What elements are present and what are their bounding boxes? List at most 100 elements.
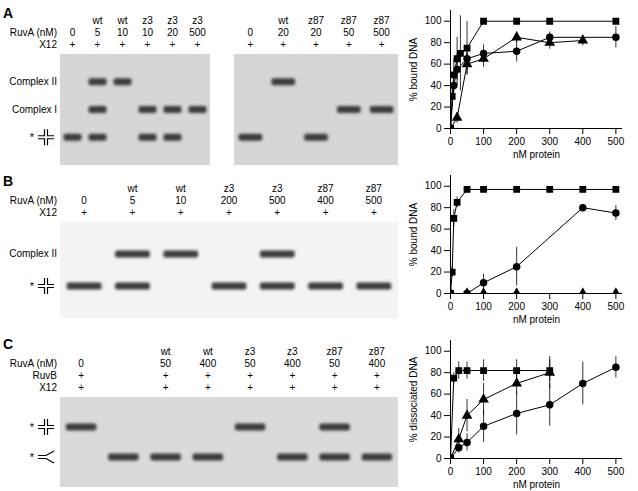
svg-text:80: 80 [430,202,442,213]
svg-text:50: 50 [343,27,355,38]
svg-text:z3: z3 [167,15,178,26]
svg-text:+: + [323,207,329,218]
svg-text:X12: X12 [39,382,57,393]
svg-text:z87: z87 [327,346,344,357]
svg-text:200: 200 [221,195,238,206]
svg-text:0: 0 [448,136,454,147]
svg-text:+: + [371,207,377,218]
svg-text:10: 10 [175,195,187,206]
svg-text:+: + [313,39,319,50]
svg-text:40: 40 [430,245,442,256]
svg-text:+: + [78,370,84,381]
svg-text:20: 20 [310,27,322,38]
svg-text:500: 500 [366,195,383,206]
svg-text:+: + [145,39,151,50]
svg-text:*: * [30,451,35,463]
svg-text:+: + [205,370,211,381]
svg-text:*: * [30,421,35,433]
svg-text:0: 0 [436,453,442,464]
svg-text:0: 0 [436,123,442,134]
svg-text:10: 10 [142,27,154,38]
svg-text:500: 500 [189,27,206,38]
svg-text:z3: z3 [192,15,203,26]
svg-text:% bound DNA: % bound DNA [408,37,419,101]
svg-text:+: + [120,39,126,50]
svg-text:300: 300 [541,136,558,147]
svg-text:400: 400 [369,358,386,369]
svg-text:wt: wt [160,346,171,357]
svg-text:40: 40 [430,80,442,91]
svg-text:z3: z3 [245,346,256,357]
svg-text:50: 50 [245,358,257,369]
svg-text:wt: wt [117,15,128,26]
svg-text:C: C [3,336,13,352]
svg-text:500: 500 [269,195,286,206]
svg-text:60: 60 [430,388,442,399]
svg-text:5: 5 [95,27,101,38]
svg-text:RuvA (nM): RuvA (nM) [10,195,57,206]
svg-text:50: 50 [160,358,172,369]
svg-text:20: 20 [430,431,442,442]
svg-text:z3: z3 [224,183,235,194]
svg-text:+: + [374,370,380,381]
svg-text:20: 20 [167,27,179,38]
svg-text:+: + [346,39,352,50]
svg-text:+: + [70,39,76,50]
svg-text:X12: X12 [39,207,57,218]
svg-text:0: 0 [448,466,454,477]
svg-text:z87: z87 [318,183,335,194]
svg-text:0: 0 [78,358,84,369]
svg-text:Complex II: Complex II [9,248,57,259]
svg-text:RuvA (nM): RuvA (nM) [10,27,57,38]
svg-text:+: + [163,370,169,381]
svg-text:% bound DNA: % bound DNA [408,202,419,266]
svg-text:z87: z87 [366,183,383,194]
svg-text:500: 500 [608,301,625,312]
svg-text:z3: z3 [287,346,298,357]
svg-text:*: * [30,131,35,143]
svg-text:80: 80 [430,37,442,48]
svg-text:+: + [95,39,101,50]
svg-text:0: 0 [248,27,254,38]
svg-text:wt: wt [126,183,137,194]
svg-text:wt: wt [92,15,103,26]
svg-text:+: + [247,370,253,381]
svg-text:20: 20 [430,266,442,277]
svg-text:50: 50 [329,358,341,369]
svg-text:0: 0 [448,301,454,312]
svg-text:200: 200 [508,301,525,312]
svg-text:+: + [280,39,286,50]
svg-text:+: + [247,39,253,50]
svg-text:400: 400 [574,466,591,477]
svg-text:100: 100 [475,136,492,147]
svg-text:% dissociated DNA: % dissociated DNA [408,356,419,442]
svg-text:RuvA (nM): RuvA (nM) [10,358,57,369]
svg-text:+: + [178,207,184,218]
svg-text:20: 20 [278,27,290,38]
svg-text:400: 400 [200,358,217,369]
svg-text:+: + [374,382,380,393]
svg-text:z87: z87 [369,346,386,357]
svg-text:400: 400 [317,195,334,206]
svg-text:100: 100 [425,180,442,191]
svg-text:20: 20 [430,101,442,112]
svg-text:+: + [274,207,280,218]
svg-text:40: 40 [430,410,442,421]
svg-text:+: + [332,370,338,381]
svg-text:+: + [226,207,232,218]
svg-text:wt: wt [202,346,213,357]
svg-text:500: 500 [373,27,390,38]
svg-text:+: + [289,370,295,381]
svg-text:wt: wt [175,183,186,194]
svg-text:z3: z3 [272,183,283,194]
svg-text:5: 5 [130,195,136,206]
svg-text:80: 80 [430,367,442,378]
svg-text:nM protein: nM protein [513,314,560,325]
svg-text:z3: z3 [142,15,153,26]
svg-text:B: B [3,173,13,189]
svg-text:500: 500 [608,466,625,477]
svg-text:200: 200 [508,136,525,147]
svg-text:RuvB: RuvB [33,370,58,381]
svg-text:z87: z87 [308,15,325,26]
svg-text:10: 10 [117,27,129,38]
